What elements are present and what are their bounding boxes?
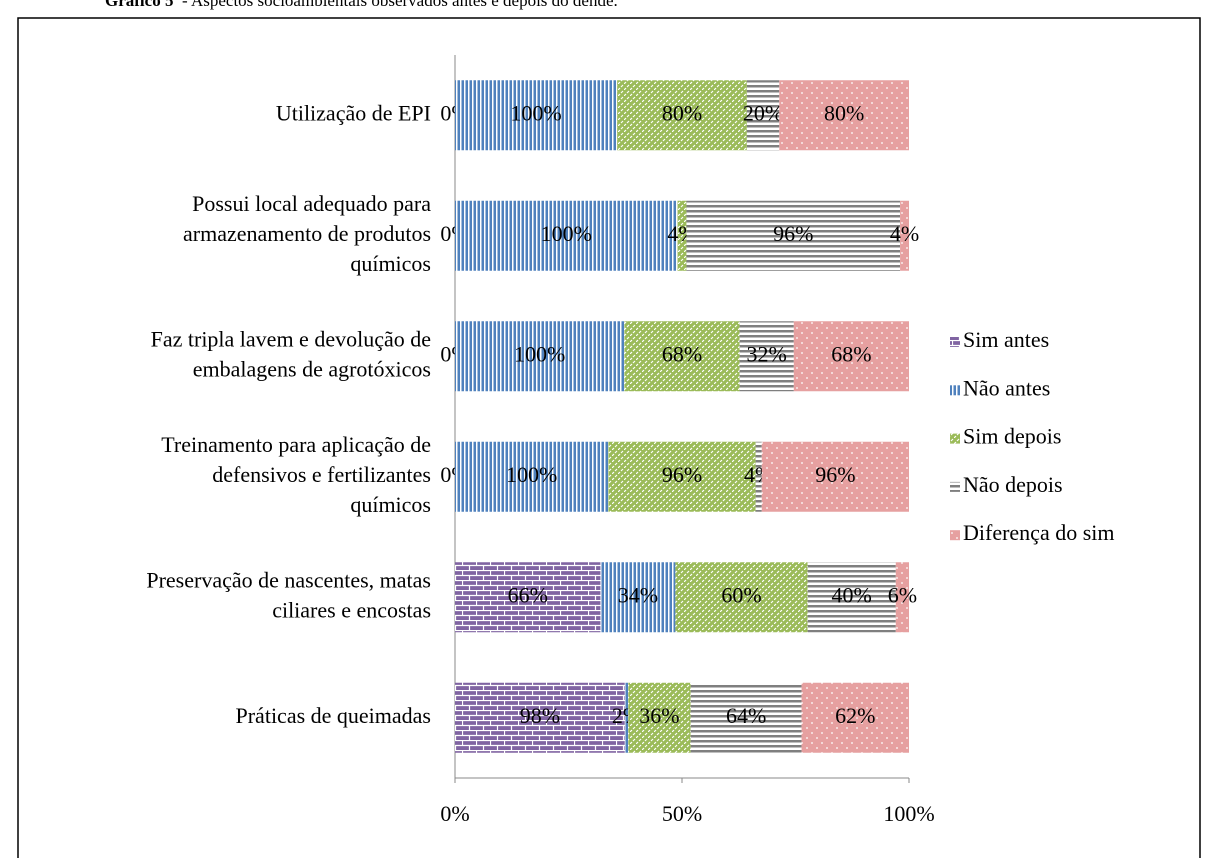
legend-label: Sim depois [963,424,1061,449]
bar-segment [807,562,896,633]
data-label: 100% [541,221,592,246]
legend-swatch [950,385,960,396]
legend-label: Sim antes [963,327,1049,352]
bar-segment [755,441,762,512]
data-label: 62% [835,703,875,728]
data-label: 80% [662,100,702,125]
bar-segment [624,682,629,753]
bar-segment [675,562,808,633]
legend-label: Diferença do sim [963,520,1115,545]
data-label: 66% [508,582,548,607]
bar-segment [746,80,780,151]
bar-segment [793,321,909,392]
bar-segment [779,80,909,151]
bar-segment [677,200,687,271]
y-tick-label: Preservação de nascentes, matas [146,567,431,592]
bar-segment [455,200,678,271]
legend-label: Não depois [963,472,1063,497]
bar-segment [455,321,625,392]
data-label: 98% [520,703,560,728]
x-tick-label: 50% [662,801,702,826]
bar-segment [895,562,909,633]
bar-segment [628,682,691,753]
bar-segment [624,321,740,392]
data-label: 64% [726,703,766,728]
x-tick-label: 100% [883,801,934,826]
frame [17,17,1201,858]
data-label: 36% [639,703,679,728]
data-label: 60% [721,582,761,607]
bar-segment [455,441,609,512]
data-label: 20% [743,100,783,125]
y-tick-label: Práticas de queimadas [236,703,432,728]
data-label: 96% [662,462,702,487]
legend-swatch [950,337,960,347]
chart-title: - Aspectos socioambientais observados an… [182,0,618,10]
data-label: 68% [831,341,871,366]
legend-label: Não antes [963,375,1050,400]
data-label: 40% [832,582,872,607]
x-tick-label: 0% [440,801,469,826]
bar-segment [739,321,794,392]
data-label: 100% [506,462,557,487]
bar-segment [690,682,802,753]
y-tick-label: Faz tripla lavem e devolução de [151,326,431,351]
data-label: 6% [888,582,917,607]
y-tick-label: embalagens de agrotóxicos [193,356,431,381]
data-label: 32% [747,341,787,366]
legend-swatch [950,433,960,444]
bar-segment [455,682,625,753]
data-label: 100% [514,341,565,366]
y-tick-label: químicos [350,492,431,517]
legend-swatch [950,481,960,492]
y-tick-label: Treinamento para aplicação de [161,432,431,457]
bar-segment [801,682,909,753]
bar-segment [761,441,909,512]
bar-segment [600,562,676,633]
data-label: 96% [773,221,813,246]
data-label: 80% [824,100,864,125]
y-tick-label: químicos [350,251,431,276]
bar-segment [455,80,618,151]
y-tick-label: ciliares e encostas [272,597,431,622]
y-tick-label: defensivos e fertilizantes [212,462,431,487]
data-label: 68% [662,341,702,366]
bar-segment [900,200,909,271]
data-label: 96% [815,462,855,487]
data-label: 34% [618,582,658,607]
y-tick-label: Possui local adequado para [192,191,431,216]
chart-title-label: Gráfico 5 [105,0,173,10]
legend-swatch [950,530,960,541]
y-tick-label: Utilização de EPI [276,100,431,125]
bar-segment [608,441,756,512]
bar-segment [455,562,601,633]
data-label: 4% [890,221,919,246]
data-label: 100% [510,100,561,125]
bar-segment [686,200,901,271]
y-tick-label: armazenamento de produtos [183,221,431,246]
bar-segment [617,80,747,151]
